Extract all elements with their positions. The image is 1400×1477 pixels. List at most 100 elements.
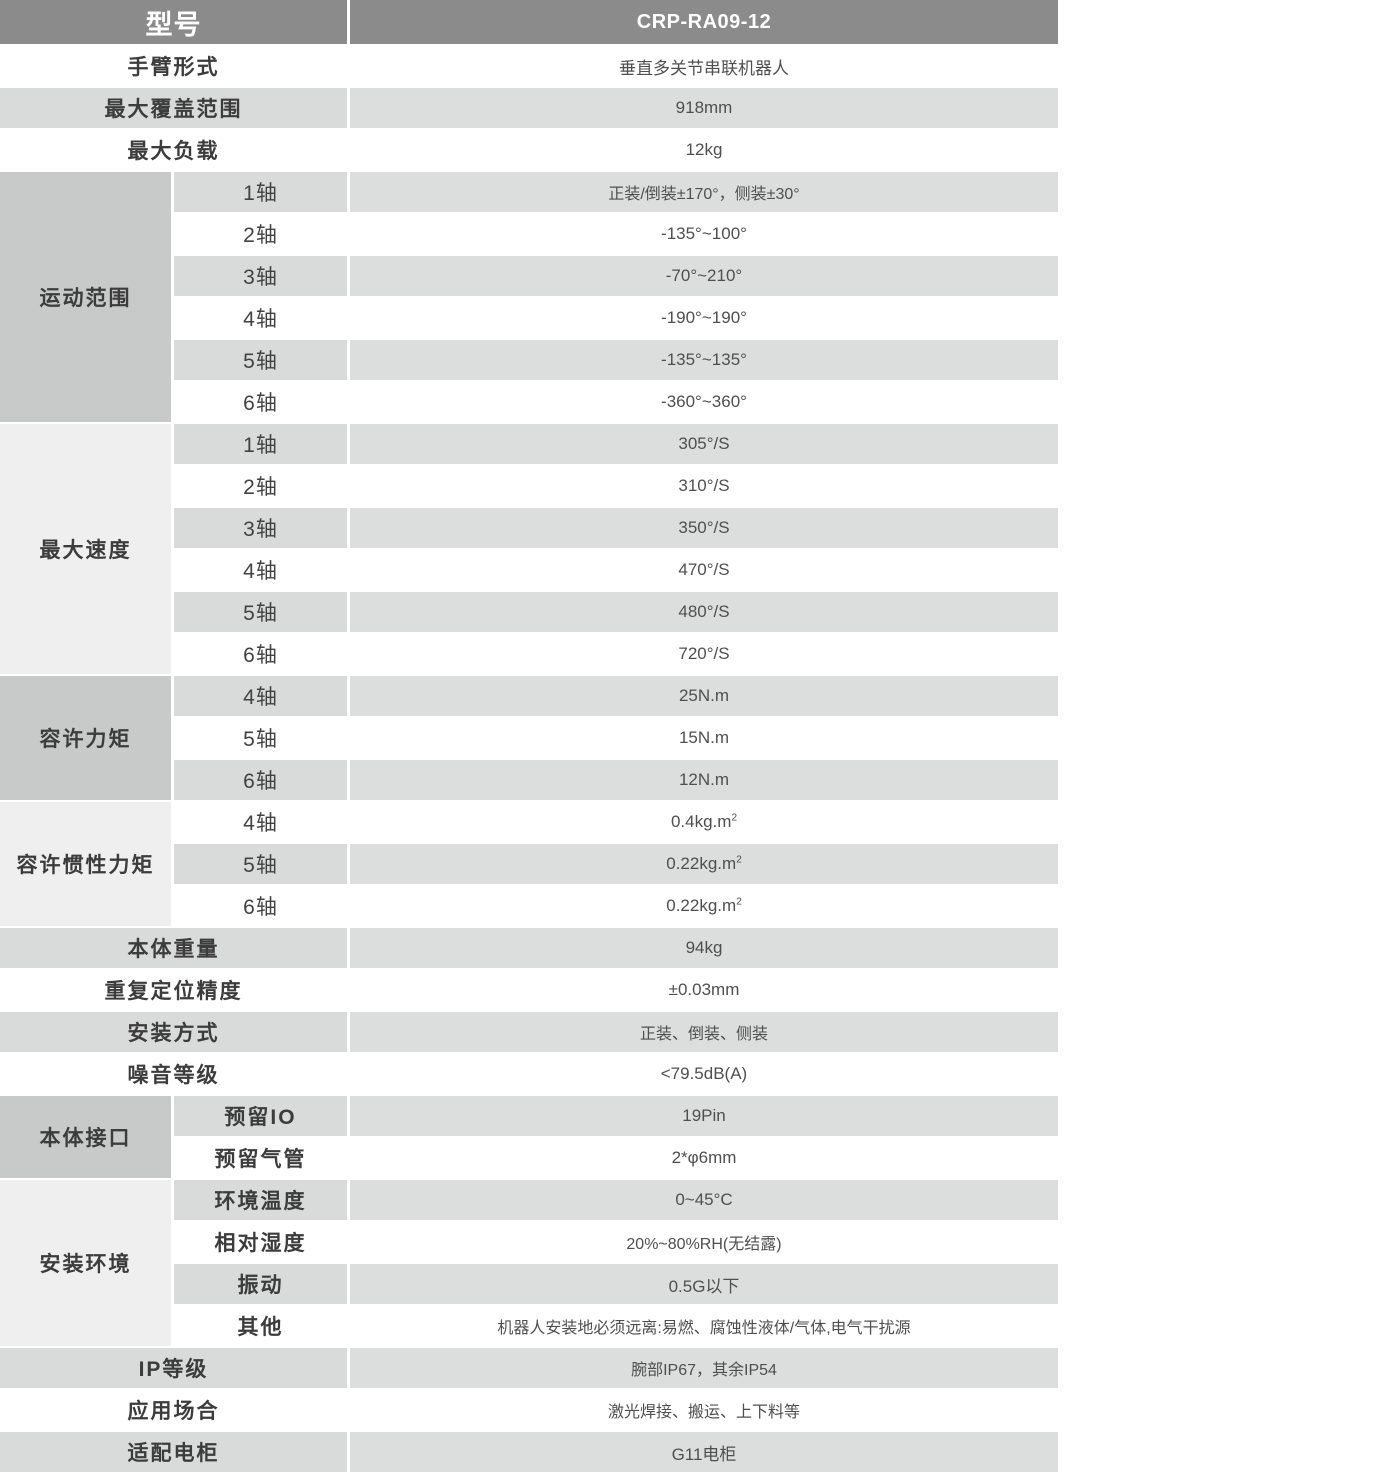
row-value: 305°/S (350, 424, 1058, 464)
group-cell: 容许惯性力矩 (0, 802, 171, 926)
table-row: 3轴 350°/S (0, 508, 1058, 548)
row-value: 20%~80%RH(无结露) (350, 1222, 1058, 1262)
row-sublabel: 1轴 (174, 172, 347, 212)
row-value: 机器人安装地必须远离:易燃、腐蚀性液体/气体,电气干扰源 (350, 1306, 1058, 1346)
row-sublabel: 预留IO (174, 1096, 347, 1136)
table-row: IP等级 腕部IP67，其余IP54 (0, 1348, 1058, 1388)
row-value: 0.5G以下 (350, 1264, 1058, 1304)
row-value: -70°~210° (350, 256, 1058, 296)
row-value: 垂直多关节串联机器人 (350, 46, 1058, 86)
row-value: <79.5dB(A) (350, 1054, 1058, 1094)
table-row: 安装方式 正装、倒装、侧装 (0, 1012, 1058, 1052)
table-row: 适配电柜 G11电柜 (0, 1432, 1058, 1472)
row-value: 19Pin (350, 1096, 1058, 1136)
table-row: 最大覆盖范围 918mm (0, 88, 1058, 128)
row-value: 0.4kg.m2 (350, 802, 1058, 842)
superscript: 2 (736, 854, 742, 866)
row-sublabel: 4轴 (174, 550, 347, 590)
table-row: 其他 机器人安装地必须远离:易燃、腐蚀性液体/气体,电气干扰源 (0, 1306, 1058, 1346)
table-row: 5轴 15N.m (0, 718, 1058, 758)
row-sublabel: 5轴 (174, 718, 347, 758)
row-sublabel: 4轴 (174, 802, 347, 842)
table-row: 2轴 -135°~100° (0, 214, 1058, 254)
row-value: 470°/S (350, 550, 1058, 590)
model-header-cell: 型号 (0, 0, 347, 44)
table-row: 3轴 -70°~210° (0, 256, 1058, 296)
table-row: 5轴 -135°~135° (0, 340, 1058, 380)
row-sublabel: 4轴 (174, 676, 347, 716)
table-row: 6轴 -360°~360° (0, 382, 1058, 422)
table-row: 手臂形式 垂直多关节串联机器人 (0, 46, 1058, 86)
row-value: 15N.m (350, 718, 1058, 758)
row-label: 本体重量 (0, 928, 347, 968)
row-label: 噪音等级 (0, 1054, 347, 1094)
row-value: 腕部IP67，其余IP54 (350, 1348, 1058, 1388)
row-value: 94kg (350, 928, 1058, 968)
table-row: 振动 0.5G以下 (0, 1264, 1058, 1304)
row-sublabel: 3轴 (174, 256, 347, 296)
table-row: 重复定位精度 ±0.03mm (0, 970, 1058, 1010)
table-row: 本体接口 预留IO 19Pin (0, 1096, 1058, 1178)
row-label: 最大覆盖范围 (0, 88, 347, 128)
row-label: 安装方式 (0, 1012, 347, 1052)
row-value: 正装、倒装、侧装 (350, 1012, 1058, 1052)
row-sublabel: 其他 (174, 1306, 347, 1346)
table-row: 相对湿度 20%~80%RH(无结露) (0, 1222, 1058, 1262)
row-value: 0~45°C (350, 1180, 1058, 1220)
table-row: 5轴 480°/S (0, 592, 1058, 632)
table-row: 2轴 310°/S (0, 466, 1058, 506)
table-row: 最大负载 12kg (0, 130, 1058, 170)
row-value: G11电柜 (350, 1432, 1058, 1472)
row-value: ±0.03mm (350, 970, 1058, 1010)
row-sublabel: 环境温度 (174, 1180, 347, 1220)
row-value: -360°~360° (350, 382, 1058, 422)
header-row: 型号 CRP-RA09-12 (0, 0, 1058, 44)
row-sublabel: 振动 (174, 1264, 347, 1304)
row-sublabel: 5轴 (174, 844, 347, 884)
table-row: 6轴 720°/S (0, 634, 1058, 674)
row-label: 最大负载 (0, 130, 347, 170)
row-value: 12N.m (350, 760, 1058, 800)
table-row: 容许力矩 4轴 25N.m (0, 676, 1058, 800)
table-row: 4轴 -190°~190° (0, 298, 1058, 338)
row-value: 激光焊接、搬运、上下料等 (350, 1390, 1058, 1430)
superscript: 2 (736, 896, 742, 908)
model-number-cell: CRP-RA09-12 (350, 0, 1058, 44)
table-row: 5轴 0.22kg.m2 (0, 844, 1058, 884)
row-sublabel: 6轴 (174, 382, 347, 422)
group-cell: 容许力矩 (0, 676, 171, 800)
row-label: 应用场合 (0, 1390, 347, 1430)
table-row: 安装环境 环境温度 0~45°C (0, 1180, 1058, 1346)
row-value: 0.22kg.m2 (350, 844, 1058, 884)
table-row: 噪音等级 <79.5dB(A) (0, 1054, 1058, 1094)
group-cell: 运动范围 (0, 172, 171, 422)
row-label: 手臂形式 (0, 46, 347, 86)
row-value: 350°/S (350, 508, 1058, 548)
group-cell: 本体接口 (0, 1096, 171, 1178)
table-row: 应用场合 激光焊接、搬运、上下料等 (0, 1390, 1058, 1430)
row-sublabel: 6轴 (174, 886, 347, 926)
row-sublabel: 3轴 (174, 508, 347, 548)
row-value: 0.22kg.m2 (350, 886, 1058, 926)
group-cell: 最大速度 (0, 424, 171, 674)
row-value: -135°~100° (350, 214, 1058, 254)
row-value: 正装/倒装±170°，侧装±30° (350, 172, 1058, 212)
row-sublabel: 预留气管 (174, 1138, 347, 1178)
table-row: 运动范围 1轴 正装/倒装±170°，侧装±30° (0, 172, 1058, 422)
row-label: 重复定位精度 (0, 970, 347, 1010)
row-sublabel: 4轴 (174, 298, 347, 338)
row-value: -135°~135° (350, 340, 1058, 380)
table-row: 6轴 0.22kg.m2 (0, 886, 1058, 926)
row-value: 12kg (350, 130, 1058, 170)
spec-table: 型号 CRP-RA09-12 手臂形式 垂直多关节串联机器人 最大覆盖范围 918mm… (0, 0, 1058, 1472)
row-sublabel: 2轴 (174, 466, 347, 506)
table-row: 容许惯性力矩 4轴 0.4kg.m2 (0, 802, 1058, 926)
row-value: 720°/S (350, 634, 1058, 674)
table-row: 6轴 12N.m (0, 760, 1058, 800)
table-row: 最大速度 1轴 305°/S (0, 424, 1058, 674)
row-sublabel: 5轴 (174, 592, 347, 632)
row-value: 2*φ6mm (350, 1138, 1058, 1178)
row-sublabel: 6轴 (174, 634, 347, 674)
group-cell: 安装环境 (0, 1180, 171, 1346)
